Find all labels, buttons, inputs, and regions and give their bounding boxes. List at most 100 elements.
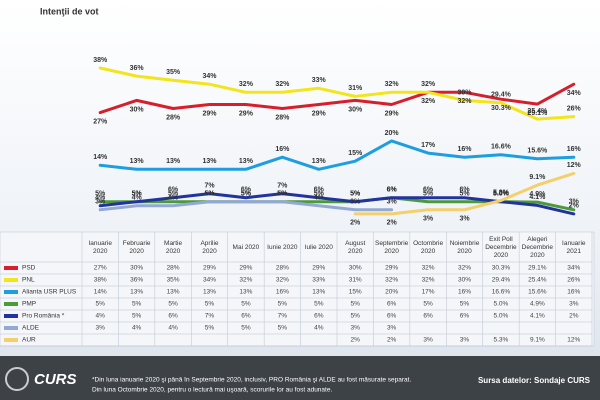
table-cell: 2% [351,337,361,344]
data-label: 36% [130,65,145,72]
table-cell: 3% [423,337,433,344]
table-cell: 4% [96,313,106,320]
legend-label: Alianta USR PLUS [22,289,77,296]
data-label: 4.9% [529,191,546,198]
data-label: 5% [95,191,106,198]
table-cell: 30% [130,265,143,272]
logo-icon [5,367,29,391]
table-cell: 5% [168,301,178,308]
data-label: 34% [567,90,582,97]
data-label: 3% [350,199,361,206]
data-label: 6% [459,187,470,194]
legend-swatch [4,302,18,306]
table-cell: 32% [422,277,435,284]
data-label: 4.1% [529,194,546,201]
data-label: 3% [95,199,106,206]
data-label: 25.4% [527,108,548,115]
table-cell: 5.3% [494,337,509,344]
data-label: 20% [385,130,400,137]
table-cell: 16% [458,289,471,296]
data-label: 5% [277,191,288,198]
data-label: 3% [423,216,434,223]
table-cell: 3% [387,325,397,332]
table-cell: 28% [276,265,289,272]
table-cell: 32% [239,277,252,284]
data-label: 6% [314,187,325,194]
table-cell: 33% [312,277,325,284]
series-line [98,82,576,115]
data-label: 26% [567,105,582,112]
data-label: 27% [93,118,108,125]
data-label: 29.4% [491,92,512,99]
data-label: 4% [168,195,179,202]
table-cell: 30% [458,277,471,284]
data-label: 38% [93,57,108,64]
table-cell: 29% [312,265,325,272]
data-label: 34% [202,73,217,80]
table-cell: 14% [94,289,107,296]
data-label: 5% [277,191,288,198]
footnote: *Din luna ianuarie 2020 şi până în Septe… [92,377,411,384]
table-cell: 7% [205,313,215,320]
data-label: 32% [275,81,290,88]
table-cell: 13% [239,289,252,296]
data-label: 6% [168,187,179,194]
data-label: 32% [421,98,436,105]
table-cell: 35% [167,277,180,284]
legend-label: PSD [22,265,36,272]
series-line [98,66,576,121]
table-cell: 29.4% [492,277,511,284]
data-label: 30% [457,89,472,96]
table-cell: 4.1% [530,313,545,320]
table-cell: 34% [203,277,216,284]
data-label: 5% [204,191,215,198]
table-cell: 7% [278,313,288,320]
data-label: 29% [202,110,217,117]
data-label: 3% [459,216,470,223]
table-cell: 32% [385,277,398,284]
table-cell: 5% [351,313,361,320]
data-label: 13% [202,158,217,165]
x-tick-label: Alegeri Decembrie 2020 [522,236,554,259]
table-cell: 30% [349,265,362,272]
table-cell: 5% [241,301,251,308]
legend-swatch [4,266,18,270]
data-label: 30.3% [491,105,512,112]
x-tick-label: Septembrie 2020 [375,240,409,255]
table-cell: 6% [168,313,178,320]
table-cell: 38% [94,277,107,284]
data-label: 32% [457,98,472,105]
data-label: 29% [312,110,327,117]
footer-band [0,356,600,400]
table-cell: 27% [94,265,107,272]
footnote: Din luna Octombrie 2020, pentru o lectur… [92,387,332,394]
table-cell: 25.4% [528,277,547,284]
table-cell: 5% [423,301,433,308]
data-label: 15.6% [527,148,548,155]
data-label: 29.1% [527,110,548,117]
table-cell: 13% [312,289,325,296]
table-cell: 5% [96,301,106,308]
x-tick-label: Noiembrie 2020 [450,240,480,255]
table-cell: 5% [132,301,142,308]
data-label: 5% [241,191,252,198]
data-label: 28% [166,114,181,121]
table-cell: 4% [132,325,142,332]
table-cell: 5% [241,325,251,332]
table-cell: 5% [351,301,361,308]
logo: CURS [34,371,77,388]
data-label: 14% [93,154,108,161]
table-cell: 6% [387,313,397,320]
data-label: 7% [204,182,215,189]
x-tick-label: Octombrie 2020 [413,240,443,255]
table-cell: 4% [314,325,324,332]
table-cell: 28% [167,265,180,272]
legend-swatch [4,326,18,330]
table-cell: 31% [349,277,362,284]
table-cell: 4% [168,325,178,332]
table-cell: 6% [460,313,470,320]
legend-label: AUR [22,337,36,344]
table-cell: 4.9% [530,301,545,308]
table-cell: 15% [349,289,362,296]
